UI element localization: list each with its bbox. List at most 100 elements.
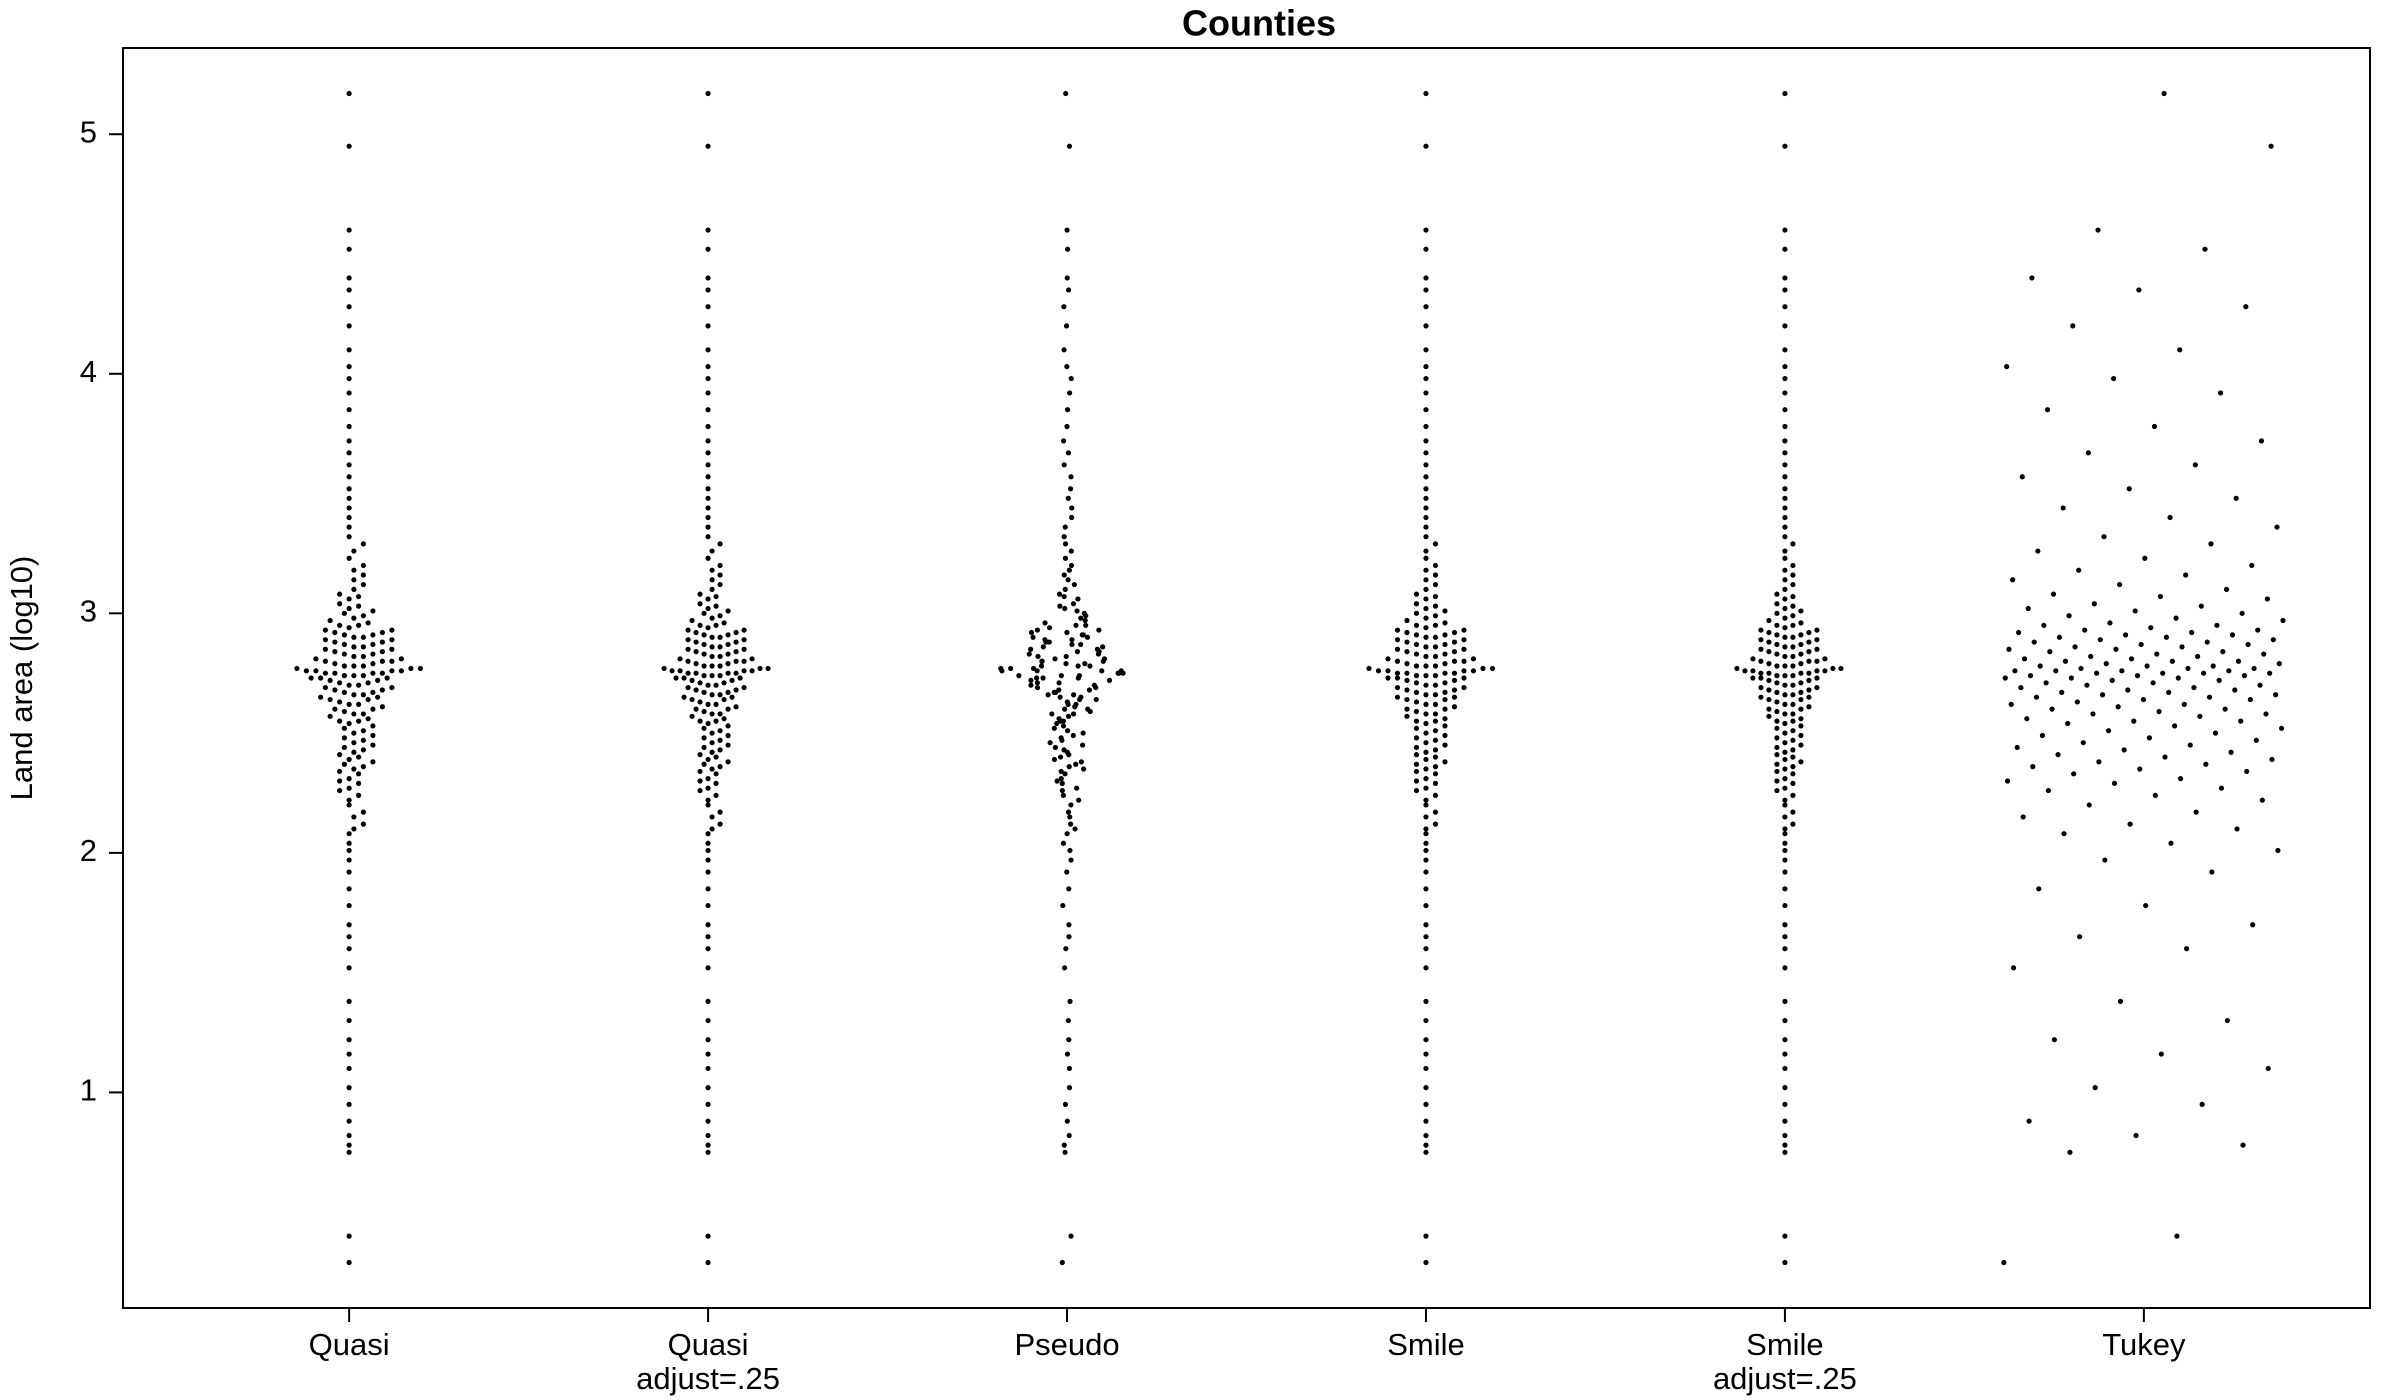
point [1075,596,1081,602]
point [2138,641,2144,648]
point [2067,1149,2073,1155]
point [1413,680,1420,686]
point [2117,998,2124,1004]
point [1413,601,1420,607]
point [1432,653,1439,660]
point [1432,622,1439,628]
point [1060,792,1066,798]
point [1432,613,1439,619]
point [1056,680,1062,686]
point [341,641,347,648]
point [1413,761,1420,767]
point [322,658,328,664]
point [1394,646,1401,652]
point [356,771,362,777]
point [1423,586,1429,592]
point [1432,663,1439,669]
point [346,363,352,370]
point [1798,689,1804,695]
point [2122,632,2129,638]
point [360,692,366,698]
point [1423,567,1429,573]
x-tick-label: Smile adjust=.25 [1712,1327,1857,1396]
point [1782,1118,1788,1124]
point [370,759,376,765]
point [346,486,352,492]
point [1774,718,1780,724]
point [2168,840,2174,846]
point [1423,634,1429,640]
point [346,390,352,396]
point [1782,514,1788,521]
point [2128,656,2135,662]
point [1413,744,1420,751]
point [705,347,711,353]
point [2134,673,2141,679]
point [1413,735,1420,741]
point [2183,572,2189,578]
point [1806,639,1812,645]
point [1451,658,1458,664]
point [2036,886,2042,892]
point [1064,363,1070,370]
point [1052,744,1058,751]
point [1035,653,1041,660]
point [705,423,711,430]
point [721,716,727,722]
point [351,653,357,660]
point [389,646,395,652]
point [1028,629,1035,636]
point [1423,495,1429,501]
point [1078,694,1084,700]
point [1782,802,1788,808]
point [1062,605,1068,612]
point [713,780,719,786]
point [389,668,395,674]
point [1774,591,1780,597]
point [2241,673,2248,679]
point [1394,658,1401,664]
point [1423,287,1429,293]
point [1798,680,1804,686]
point [705,605,711,612]
point [322,684,328,691]
point [1782,1233,1788,1239]
point [1432,747,1439,753]
point [709,673,715,679]
point [1432,692,1439,698]
point [337,591,343,597]
point [1404,629,1410,636]
point [1782,287,1788,293]
point [1790,747,1796,753]
point [705,505,711,511]
point [2006,646,2012,652]
point [1798,632,1804,638]
point [1423,363,1429,370]
point [2053,668,2059,674]
point [1423,802,1429,808]
point [1069,637,1075,643]
point [1734,665,1740,672]
point [2008,701,2014,707]
point [1782,869,1788,875]
point [356,718,362,724]
point [709,634,715,640]
point [1790,711,1796,717]
point [2146,735,2152,741]
point [2187,742,2193,748]
point [1065,246,1071,252]
point [1069,505,1075,511]
point [379,704,385,710]
point [1070,732,1076,739]
point [705,902,711,909]
point [2044,407,2051,413]
point [725,608,731,614]
point [360,634,366,640]
point [365,680,371,686]
point [705,1037,711,1043]
point [1423,1085,1429,1091]
point [2226,668,2232,674]
point [2111,375,2117,382]
point [1782,586,1788,592]
point [673,675,679,681]
